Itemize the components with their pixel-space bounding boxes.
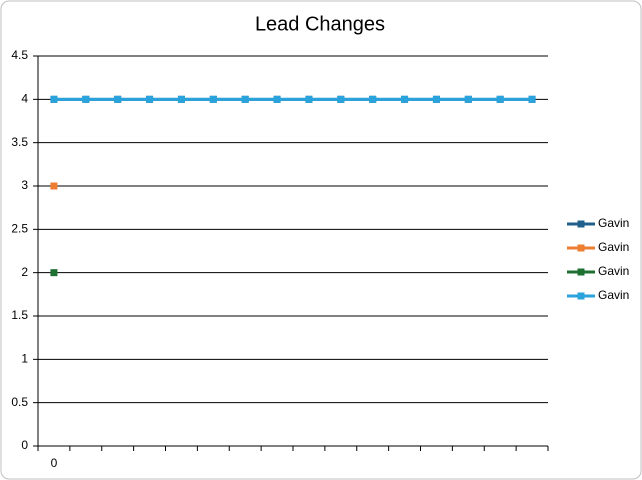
- y-tick-label: 4: [21, 92, 28, 106]
- point-marker: [464, 95, 472, 103]
- x-tick-label: 0: [51, 456, 58, 470]
- point-marker: [528, 95, 536, 103]
- point-marker: [82, 95, 90, 103]
- y-tick-label: 1.5: [11, 308, 28, 322]
- point-marker: [496, 95, 504, 103]
- legend-marker: [577, 292, 585, 300]
- point-marker: [369, 95, 377, 103]
- point-marker: [50, 269, 58, 277]
- point-marker: [241, 95, 249, 103]
- legend-label: Gavin: [598, 288, 629, 302]
- legend-label: Gavin: [598, 240, 629, 254]
- point-marker: [177, 95, 185, 103]
- point-marker: [114, 95, 122, 103]
- y-tick-label: 0: [21, 438, 28, 452]
- point-marker: [432, 95, 440, 103]
- point-marker: [209, 95, 217, 103]
- legend-marker: [577, 244, 585, 252]
- point-marker: [50, 182, 58, 190]
- y-tick-label: 0.5: [11, 395, 28, 409]
- point-marker: [401, 95, 409, 103]
- legend-marker: [577, 220, 585, 228]
- legend-label: Gavin: [598, 264, 629, 278]
- y-tick-label: 3: [21, 178, 28, 192]
- y-tick-label: 4.5: [11, 48, 28, 62]
- point-marker: [337, 95, 345, 103]
- y-tick-label: 2.5: [11, 222, 28, 236]
- point-marker: [305, 95, 313, 103]
- y-tick-label: 1: [21, 352, 28, 366]
- chart-title: Lead Changes: [255, 13, 385, 35]
- y-tick-label: 2: [21, 265, 28, 279]
- legend-label: Gavin: [598, 216, 629, 230]
- point-marker: [273, 95, 281, 103]
- point-marker: [50, 95, 58, 103]
- y-tick-label: 3.5: [11, 135, 28, 149]
- legend-marker: [577, 268, 585, 276]
- point-marker: [146, 95, 154, 103]
